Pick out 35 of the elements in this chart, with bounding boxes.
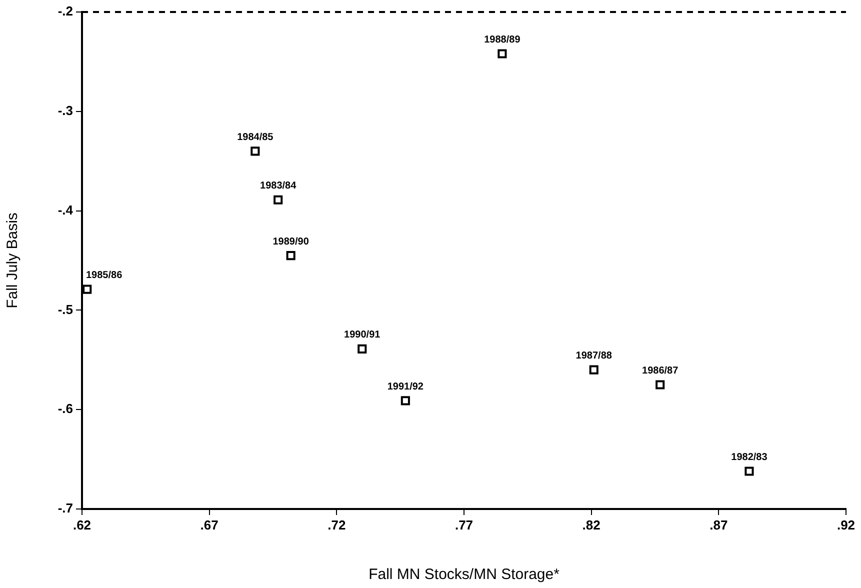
- data-label: 1987/88: [576, 350, 612, 362]
- x-tick-label: .67: [200, 517, 218, 532]
- x-axis-title: Fall MN Stocks/MN Storage*: [368, 566, 560, 584]
- data-label: 1985/86: [86, 270, 123, 282]
- y-tick-label: -.7: [58, 500, 73, 516]
- x-tick-label: .87: [710, 517, 728, 532]
- x-tick-label: .92: [836, 517, 856, 532]
- point: [400, 396, 410, 406]
- y-tick-label: -.3: [58, 102, 73, 118]
- point: [589, 365, 598, 374]
- point: [656, 380, 665, 390]
- point: [82, 284, 92, 294]
- y-axis-title: Fall July Basis: [4, 212, 22, 308]
- data-label: 1991/92: [387, 381, 424, 392]
- data-label: 1983/84: [260, 180, 297, 192]
- point: [358, 344, 367, 354]
- data-label: 1986/87: [642, 366, 679, 376]
- point: [274, 195, 283, 204]
- x-tick-label: .77: [454, 517, 474, 532]
- y-tick-label: -.6: [58, 401, 73, 416]
- point: [498, 49, 507, 58]
- y-tick-label: -.5: [58, 302, 73, 317]
- point: [744, 466, 754, 476]
- data-label: 1989/90: [272, 236, 310, 248]
- x-tick-label: .62: [72, 517, 92, 532]
- x-tick-label: .72: [328, 517, 346, 532]
- data-label: 1990/91: [344, 330, 381, 341]
- x-tick-label: .82: [582, 517, 600, 532]
- y-tick-label: -.4: [58, 202, 74, 218]
- data-label: 1984/85: [237, 132, 274, 143]
- point: [286, 250, 296, 260]
- point: [250, 146, 260, 156]
- y-tick-label: -.2: [58, 4, 73, 19]
- data-label: 1988/89: [484, 34, 521, 46]
- data-label: 1982/83: [731, 452, 768, 463]
